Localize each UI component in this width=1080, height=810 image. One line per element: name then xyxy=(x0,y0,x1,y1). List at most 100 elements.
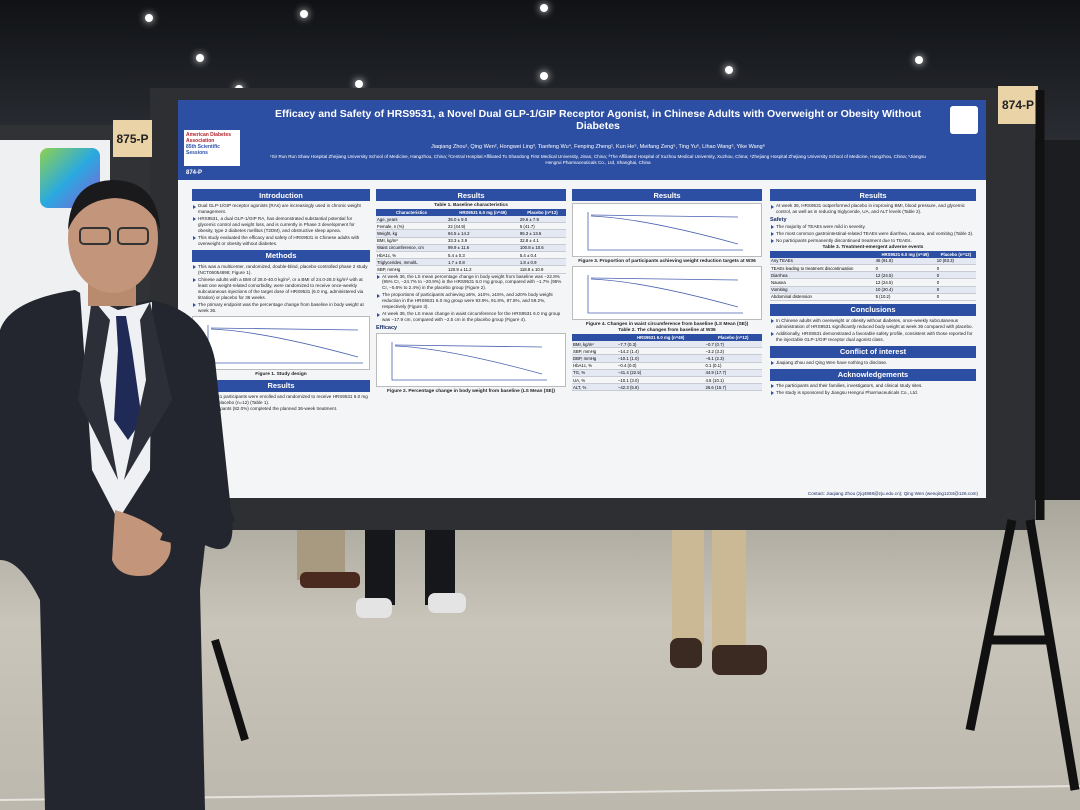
figure-lines xyxy=(587,212,743,251)
header-cell: HRS9531 6.0 mg (n=49) xyxy=(874,250,936,258)
bullet-marker xyxy=(771,361,774,366)
table-row: Weight, kg 94.5 ± 14.2 95.3 ± 13.6 xyxy=(376,229,566,238)
table-cell: 95.3 ± 13.6 xyxy=(518,229,566,238)
table-cell: 4.5 (10.1) xyxy=(704,376,762,385)
bullet-marker xyxy=(771,319,774,324)
bullet: The study is sponsored by Jiangsu Hengru… xyxy=(770,390,976,396)
figure xyxy=(572,203,762,257)
ceiling-light xyxy=(300,10,308,18)
bullet-marker xyxy=(377,312,380,317)
bullet: Chinese adults with a BMI of 28.0-40.0 k… xyxy=(192,277,370,301)
table: Characteristics HRS9531 6.0 mg (n=49) Plac… xyxy=(376,209,566,274)
header-cell: Placebo (n=12) xyxy=(704,334,762,341)
table-cell: 33.3 ± 3.9 xyxy=(447,237,519,245)
table-row: SBP, mmHg 120.9 ± 11.2 118.8 ± 10.9 xyxy=(376,265,566,274)
figure-graphic xyxy=(587,212,743,251)
figure-graphic xyxy=(391,342,547,381)
section-heading: Introduction xyxy=(192,189,370,201)
bullet: Additionally, HRS9531 demonstrated a fav… xyxy=(770,331,976,343)
table-cell: 44.9 (17.7) xyxy=(704,369,762,377)
table-cell: 0 xyxy=(935,278,976,287)
header-cell: HRS9531 6.0 mg (n=49) xyxy=(447,209,519,216)
shoe xyxy=(428,593,466,613)
table-cell: 10 (20.4) xyxy=(874,286,936,294)
table-cell: −14.2 (1.4) xyxy=(616,347,705,356)
ceiling-light xyxy=(540,4,548,12)
table-row: BMI, kg/m² −7.7 (0.3) −0.7 (0.7) xyxy=(572,341,762,349)
bullet: The majority of TEAEs were mild in sever… xyxy=(770,224,976,230)
section-heading: Results xyxy=(572,189,762,201)
poster-number: 874-P xyxy=(186,170,203,176)
bullet-marker xyxy=(193,303,196,308)
table-header: Characteristics HRS9531 6.0 mg (n=49) Plac… xyxy=(376,209,566,216)
table: HRS9531 6.0 mg (n=49) Placebo (n=12) Any T… xyxy=(770,250,976,301)
section-heading: Results xyxy=(376,189,566,201)
table-row: Female, n (%) 22 (44.9) 5 (41.7) xyxy=(376,222,566,231)
table-row: BMI, kg/m² 33.3 ± 3.9 32.8 ± 4.1 xyxy=(376,237,566,245)
bullet: Dual GLP-1/GIP receptor agonists (RAs) a… xyxy=(192,203,370,215)
table-row: Waist circumference, cm 99.9 ± 11.6 100.8 … xyxy=(376,244,566,252)
table-cell: 99.9 ± 11.6 xyxy=(447,244,519,252)
table-cell: 10 (83.3) xyxy=(935,257,976,266)
table-cell: 22 (44.9) xyxy=(447,222,519,231)
booth-label: 874-P xyxy=(998,86,1038,124)
table-cell: 45 (91.8) xyxy=(874,257,936,266)
table-cell: Age, years xyxy=(376,216,448,224)
ceiling-light xyxy=(355,80,363,88)
table-row: HbA1c, % −0.4 (0.0) 0.1 (0.1) xyxy=(572,362,762,370)
contact: Contact: Jiaqiang Zhou (zjq4868@zju.edu.… xyxy=(807,491,978,496)
table-cell: SBP, mmHg xyxy=(572,347,617,356)
logo: American Diabetes Association 85th Scien… xyxy=(184,130,240,166)
person-legs xyxy=(672,530,704,645)
table-cell: 100.8 ± 10.6 xyxy=(518,244,566,252)
table-cell: 12 (24.5) xyxy=(874,271,936,280)
bullet: Jiaqiang Zhou and Qing Wen have nothing … xyxy=(770,360,976,366)
table-cell: Female, n (%) xyxy=(376,222,448,231)
table-cell: 35.0 ± 9.0 xyxy=(447,216,519,224)
section-heading: Conflict of interest xyxy=(770,345,976,358)
table-caption: Table 2. The changes from baseline at W3… xyxy=(618,328,716,333)
header-cell: Placebo (n=12) xyxy=(518,209,566,216)
figure-lines xyxy=(391,342,547,381)
shoe xyxy=(300,572,360,588)
bullet: At week 36, HRS9531 outperformed placebo… xyxy=(770,203,976,215)
table-cell: TG, % xyxy=(572,369,617,377)
table-cell: 118.8 ± 10.9 xyxy=(518,265,566,274)
table-row: ALT, % −42.3 (5.8) 26.6 (15.7) xyxy=(572,383,762,392)
table-row: HbA1c, % 5.4 ± 0.3 5.4 ± 0.4 xyxy=(376,251,566,260)
table-cell: 0 xyxy=(935,264,976,273)
ceiling-light xyxy=(145,14,153,22)
table-cell: 5 (10.2) xyxy=(874,293,936,301)
man xyxy=(0,180,235,810)
table-cell: 120.9 ± 11.2 xyxy=(447,265,519,274)
table-cell: Nausea xyxy=(770,278,875,287)
bullet-marker xyxy=(771,204,774,209)
bullet-marker xyxy=(377,275,380,279)
table-cell: 26.6 (15.7) xyxy=(704,383,762,392)
bullet-marker xyxy=(771,391,774,396)
table-cell: −0.4 (0.0) xyxy=(616,362,705,370)
poster-authors: Jiaqiang Zhou¹, Qing Wen², Hongwei Ling³… xyxy=(430,144,766,150)
table-cell: TEAEs leading to treatment discontinuati… xyxy=(770,264,875,273)
bullet: In Chinese adults with overweight or obe… xyxy=(770,318,976,330)
bullet-marker xyxy=(771,232,774,237)
figure-caption: Figure 4. Changes in waist circumference… xyxy=(585,322,749,327)
table-cell: Weight, kg xyxy=(376,229,448,238)
booth-label: 875-P xyxy=(113,120,152,157)
table-cell: 0.1 (0.1) xyxy=(704,362,762,370)
person-legs xyxy=(297,530,345,580)
bullet: This study evaluated the efficacy and sa… xyxy=(192,235,370,247)
figure-caption: Figure 1. Study design xyxy=(255,371,307,377)
bullet: This was a multicenter, randomized, doub… xyxy=(192,264,370,276)
poster-column: Results At week 36, HRS9531 outperformed … xyxy=(770,186,976,486)
figure-caption: Figure 3. Proportion of participants ach… xyxy=(578,259,756,264)
shoe xyxy=(356,598,392,618)
bullet: HRS9531, a dual GLP-1/GIP RA, has demons… xyxy=(192,216,370,234)
table-cell: UA, % xyxy=(572,376,617,385)
subheading: Efficacy xyxy=(376,325,398,332)
table-row: Triglycerides, mmol/L 1.7 ± 0.8 1.8 ± 0.9 xyxy=(376,258,566,267)
table-row: TEAEs leading to treatment discontinuati… xyxy=(770,264,976,273)
